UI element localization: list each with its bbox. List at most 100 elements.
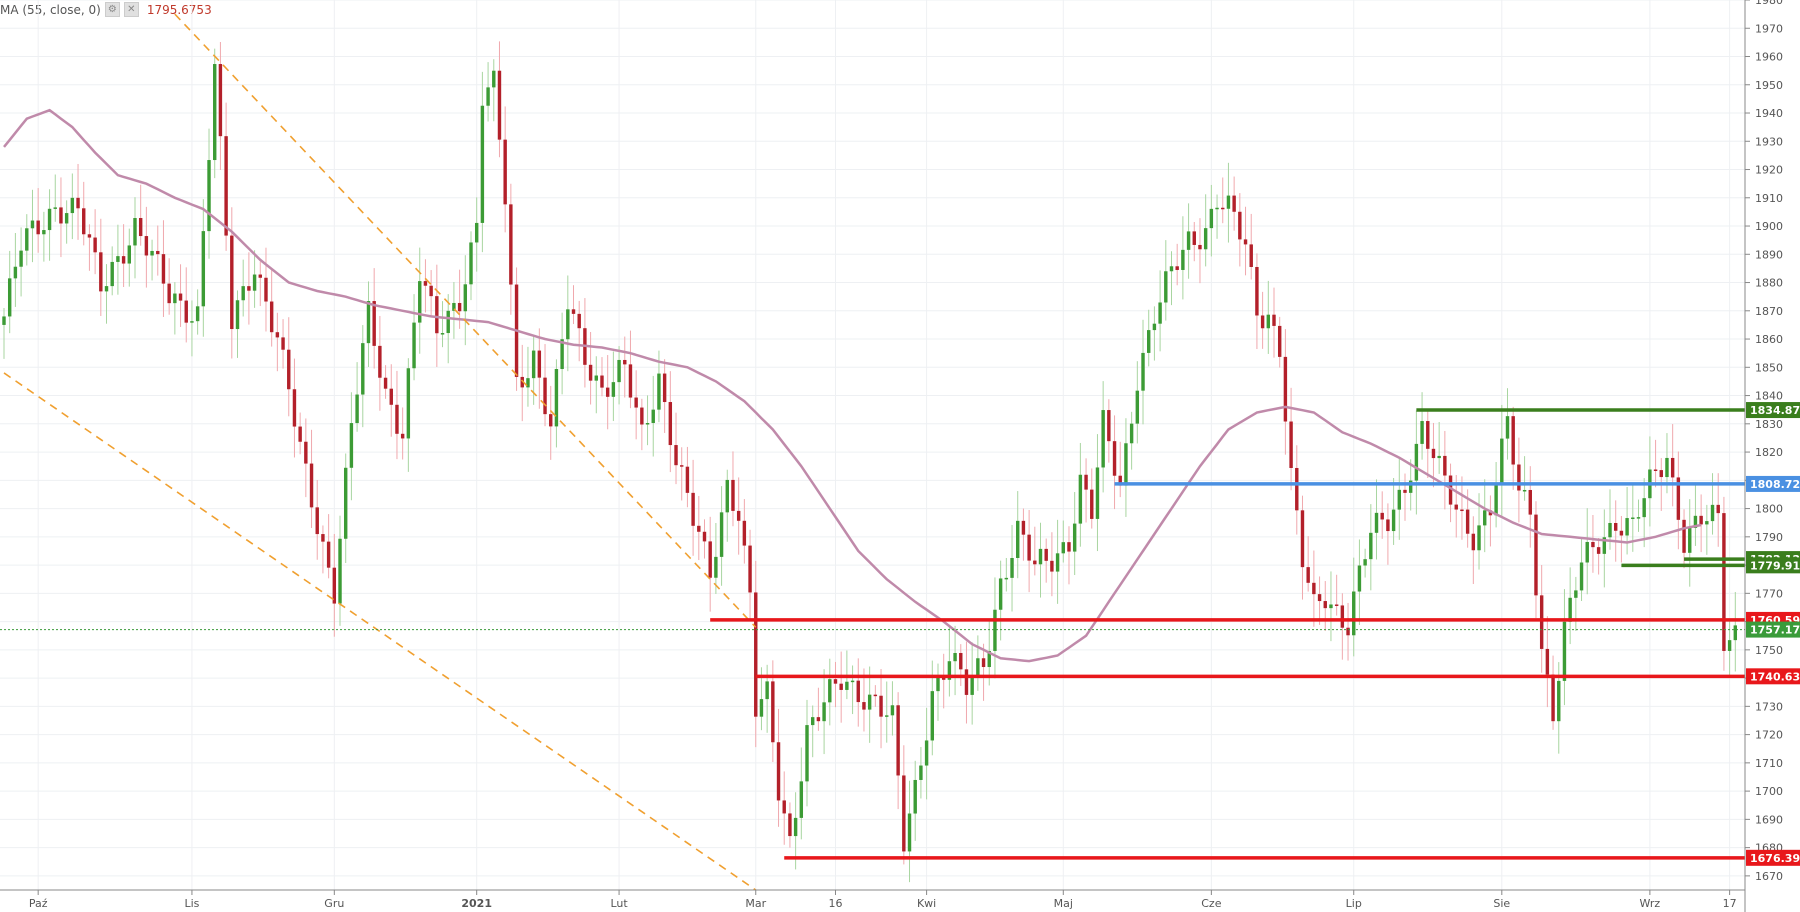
candle-body bbox=[144, 236, 149, 256]
candle-body bbox=[623, 359, 627, 365]
price-tick-label: 1860 bbox=[1755, 333, 1783, 346]
candle bbox=[1693, 482, 1698, 546]
candle-body bbox=[366, 301, 371, 344]
candle-body bbox=[976, 658, 980, 676]
candle bbox=[1357, 539, 1362, 625]
candle bbox=[919, 746, 923, 799]
candle bbox=[1619, 515, 1624, 563]
close-icon[interactable]: ✕ bbox=[123, 2, 139, 17]
price-tick-label: 1820 bbox=[1755, 446, 1783, 459]
candle-body bbox=[1682, 519, 1686, 553]
candle-body bbox=[1238, 211, 1242, 240]
candle bbox=[372, 268, 376, 369]
candle-body bbox=[725, 479, 729, 513]
candle-body bbox=[469, 242, 473, 285]
candle bbox=[1312, 550, 1316, 627]
candle bbox=[1090, 468, 1094, 529]
candle-body bbox=[890, 705, 895, 716]
candle bbox=[1562, 589, 1567, 706]
candle-body bbox=[1511, 416, 1515, 465]
candle bbox=[617, 346, 621, 405]
candle-body bbox=[452, 302, 456, 311]
candle bbox=[680, 447, 684, 501]
candle-body bbox=[1090, 489, 1094, 519]
candle bbox=[133, 197, 137, 279]
candle bbox=[549, 385, 553, 460]
indicator-legend: MA (55, close, 0) ⚙ ✕ 1795.6753 bbox=[0, 2, 212, 17]
candle-body bbox=[634, 397, 638, 408]
candle bbox=[25, 214, 29, 266]
gear-icon[interactable]: ⚙ bbox=[104, 2, 120, 17]
candle bbox=[611, 351, 616, 422]
candle bbox=[1334, 574, 1339, 616]
candle-body bbox=[304, 441, 308, 464]
candle bbox=[64, 200, 69, 244]
candle bbox=[1078, 442, 1083, 547]
candle-body bbox=[879, 695, 883, 717]
candle bbox=[1072, 492, 1077, 576]
candle-body bbox=[657, 373, 661, 410]
candle-body bbox=[230, 235, 234, 330]
candle-body bbox=[862, 702, 866, 710]
candle-body bbox=[793, 817, 798, 837]
candle-body bbox=[1295, 467, 1299, 511]
candle bbox=[628, 330, 633, 409]
candle-body bbox=[611, 382, 616, 397]
candle-body bbox=[605, 387, 610, 397]
candle bbox=[1277, 316, 1282, 368]
candle-body bbox=[816, 717, 821, 722]
candle-body bbox=[1363, 559, 1367, 566]
candle bbox=[526, 346, 530, 407]
candle-body bbox=[503, 139, 507, 205]
candle bbox=[1448, 463, 1453, 523]
price-tick-label: 1770 bbox=[1755, 587, 1783, 600]
candle-body bbox=[435, 296, 439, 334]
candle-body bbox=[731, 479, 735, 511]
candle bbox=[486, 62, 490, 122]
candle-body bbox=[1454, 504, 1458, 510]
candle-body bbox=[133, 218, 137, 246]
candle-body bbox=[110, 261, 114, 287]
candle bbox=[412, 294, 416, 381]
candle-body bbox=[1357, 565, 1362, 592]
candle bbox=[1164, 240, 1168, 321]
candle bbox=[383, 365, 388, 399]
candle-body bbox=[64, 213, 69, 224]
candle bbox=[1420, 392, 1424, 460]
candle-body bbox=[1277, 325, 1282, 357]
candle-body bbox=[457, 302, 462, 312]
candle-body bbox=[1710, 504, 1715, 522]
candle-body bbox=[36, 220, 40, 235]
candle-body bbox=[571, 309, 576, 314]
candle bbox=[959, 644, 963, 687]
candle bbox=[645, 395, 650, 446]
trendline bbox=[174, 13, 757, 628]
candle bbox=[1067, 526, 1071, 585]
candle bbox=[406, 358, 411, 472]
candle-body bbox=[298, 426, 302, 442]
candle bbox=[1129, 411, 1134, 470]
candle bbox=[885, 681, 889, 743]
candle bbox=[856, 658, 860, 727]
candle bbox=[332, 533, 337, 637]
candle bbox=[1551, 655, 1555, 730]
candle-body bbox=[1460, 509, 1464, 512]
candle-body bbox=[1317, 594, 1322, 602]
candle-body bbox=[1209, 208, 1214, 229]
candle-body bbox=[850, 680, 855, 683]
candle-body bbox=[1562, 621, 1567, 681]
candle bbox=[1579, 538, 1584, 601]
candle-body bbox=[509, 204, 513, 285]
candle-body bbox=[1129, 423, 1134, 444]
candle bbox=[53, 174, 57, 222]
price-axis: 1670168016901700171017201730174017501760… bbox=[1744, 0, 1800, 912]
candle bbox=[662, 359, 667, 433]
candle bbox=[429, 270, 433, 316]
indicator-label[interactable]: MA (55, close, 0) bbox=[0, 2, 101, 17]
candle-body bbox=[782, 800, 786, 814]
candle-body bbox=[902, 775, 906, 852]
candle-body bbox=[1483, 510, 1487, 526]
candle bbox=[252, 250, 257, 308]
candle bbox=[144, 206, 149, 288]
